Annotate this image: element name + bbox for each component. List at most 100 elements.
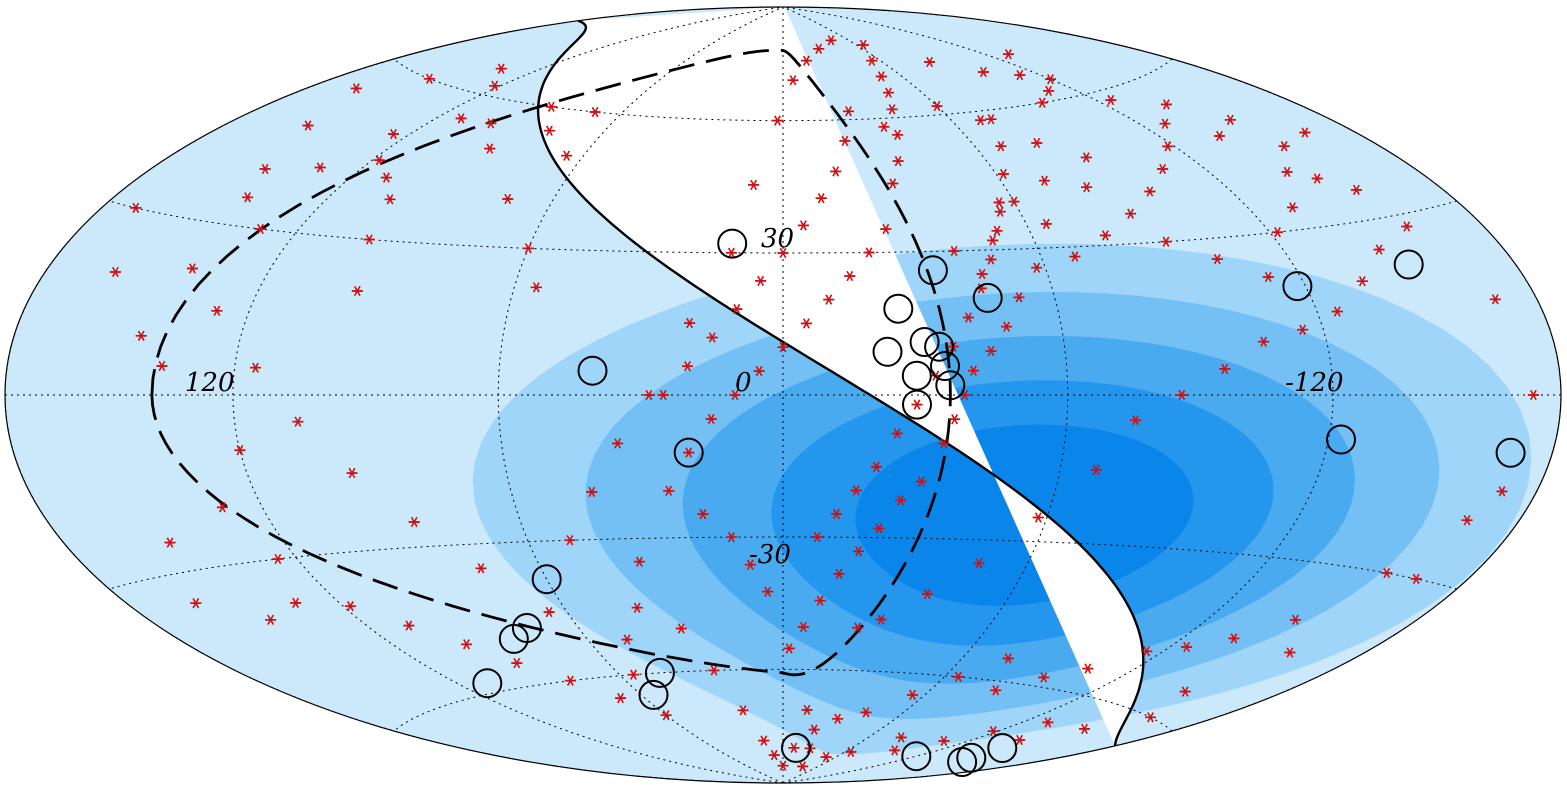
event-marker	[1090, 464, 1102, 475]
event-marker	[545, 101, 557, 112]
event-marker	[633, 556, 645, 567]
event-marker	[485, 118, 497, 129]
event-marker	[1144, 186, 1156, 197]
event-marker	[475, 563, 487, 574]
event-marker	[156, 360, 168, 372]
event-marker	[1130, 415, 1142, 426]
event-marker	[832, 713, 844, 724]
event-marker	[272, 553, 284, 565]
event-marker	[1002, 653, 1014, 664]
event-marker	[615, 692, 626, 704]
event-marker	[1141, 646, 1153, 657]
event-marker	[1287, 202, 1298, 213]
event-marker	[744, 559, 756, 570]
event-marker	[962, 312, 974, 323]
source-circle	[917, 255, 948, 286]
event-marker	[973, 558, 985, 569]
event-marker	[938, 438, 950, 449]
event-marker	[731, 303, 743, 315]
event-marker	[977, 66, 989, 78]
event-marker	[852, 622, 864, 633]
lon-label-0: 0	[735, 368, 752, 398]
event-marker	[216, 502, 228, 513]
source-circle	[935, 370, 966, 401]
source-circle	[924, 331, 955, 362]
event-marker	[777, 247, 789, 259]
source-circle	[872, 336, 903, 367]
event-marker	[860, 707, 872, 718]
event-marker	[801, 704, 813, 716]
source-circle	[498, 623, 529, 654]
event-marker	[186, 263, 198, 274]
event-marker	[844, 270, 856, 282]
event-marker	[1211, 253, 1223, 265]
event-marker	[875, 614, 887, 625]
event-marker	[892, 129, 904, 140]
event-marker	[797, 220, 809, 231]
event-marker	[1043, 85, 1055, 97]
event-marker	[621, 634, 633, 645]
event-marker	[976, 268, 988, 280]
event-marker	[729, 389, 741, 401]
source-circle	[1495, 437, 1526, 468]
event-marker	[995, 141, 1007, 152]
event-marker	[380, 172, 392, 183]
event-marker	[843, 106, 854, 117]
event-marker	[833, 568, 845, 580]
event-marker	[423, 73, 435, 84]
event-marker	[564, 675, 576, 686]
event-marker	[242, 192, 254, 203]
event-marker	[1262, 271, 1274, 283]
source-circle	[717, 228, 748, 259]
source-circle	[902, 389, 932, 420]
event-marker	[1381, 567, 1393, 579]
event-marker	[878, 121, 890, 132]
event-marker	[975, 115, 986, 126]
event-marker	[495, 63, 507, 74]
event-marker	[830, 166, 842, 177]
event-marker	[346, 467, 358, 479]
event-marker	[772, 115, 783, 126]
event-marker	[109, 266, 121, 278]
event-marker	[259, 163, 271, 175]
event-marker	[1278, 141, 1290, 152]
event-marker	[777, 342, 789, 353]
event-marker	[511, 657, 523, 669]
event-marker	[684, 317, 696, 329]
event-marker	[768, 749, 780, 761]
event-marker	[1042, 717, 1054, 728]
event-marker	[1081, 182, 1093, 193]
event-marker	[1496, 486, 1508, 497]
event-marker	[1038, 672, 1050, 683]
event-marker	[1461, 515, 1473, 526]
event-marker	[820, 751, 832, 763]
event-marker	[880, 223, 892, 235]
event-marker	[1214, 130, 1225, 142]
event-marker	[1031, 137, 1043, 149]
event-marker	[1179, 686, 1191, 697]
event-marker	[875, 71, 887, 82]
event-marker	[344, 601, 356, 612]
source-circle	[1393, 249, 1424, 280]
event-marker	[1099, 230, 1111, 241]
source-circle	[577, 355, 608, 386]
event-marker	[968, 365, 979, 376]
event-marker	[1039, 175, 1050, 186]
event-marker	[985, 114, 997, 125]
event-marker	[502, 193, 514, 205]
source-circle	[781, 732, 811, 763]
event-marker	[1489, 294, 1501, 305]
event-marker	[612, 438, 624, 449]
event-marker	[586, 486, 598, 498]
event-marker	[895, 495, 907, 506]
event-marker	[1297, 324, 1309, 335]
event-marker	[265, 614, 277, 625]
source-circle	[638, 679, 669, 710]
event-marker	[797, 761, 809, 772]
source-circle	[901, 741, 932, 772]
event-marker	[255, 223, 266, 235]
event-marker	[314, 162, 326, 173]
event-marker	[351, 285, 363, 297]
event-marker	[1014, 734, 1026, 746]
